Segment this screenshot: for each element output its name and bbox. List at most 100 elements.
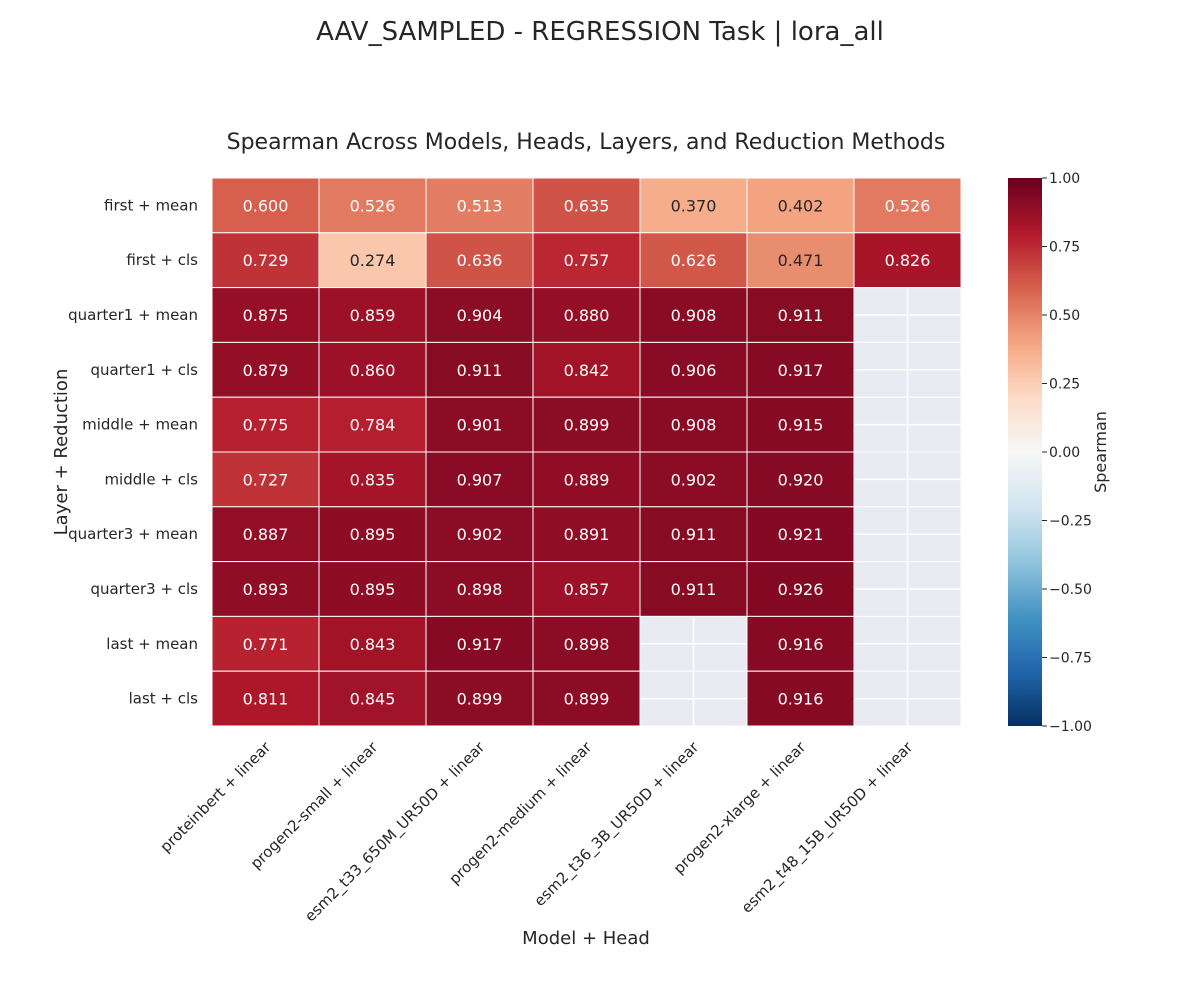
cell-value-label: 0.274 bbox=[350, 251, 396, 270]
cell-value-label: 0.893 bbox=[243, 580, 289, 599]
heatmap-cell bbox=[211, 177, 320, 234]
heatmap-cell bbox=[853, 232, 962, 289]
heatmap-cell bbox=[318, 561, 427, 617]
cell-value-label: 0.915 bbox=[778, 416, 824, 435]
heatmap-cell bbox=[425, 287, 534, 343]
cell-value-label: 0.811 bbox=[243, 690, 289, 709]
y-tick-label: quarter3 + mean bbox=[68, 525, 198, 543]
cell-value-label: 0.626 bbox=[671, 251, 717, 270]
colorbar-tick-label: 0.50 bbox=[1049, 308, 1080, 324]
cell-value-label: 0.911 bbox=[457, 361, 503, 380]
heatmap-cell bbox=[318, 341, 427, 398]
cell-value-label: 0.402 bbox=[778, 196, 824, 215]
cell-value-label: 0.636 bbox=[457, 251, 503, 270]
cell-value-label: 0.843 bbox=[350, 635, 396, 654]
cell-value-label: 0.857 bbox=[564, 580, 610, 599]
cell-value-label: 0.880 bbox=[564, 306, 610, 325]
colorbar-tick-label: 0.25 bbox=[1049, 377, 1080, 393]
cell-value-label: 0.859 bbox=[350, 306, 396, 325]
y-tick-label: quarter1 + cls bbox=[90, 361, 198, 379]
heatmap-cell bbox=[211, 615, 320, 672]
cell-value-label: 0.899 bbox=[564, 416, 610, 435]
y-tick-label: first + cls bbox=[126, 251, 198, 269]
heatmap-cell bbox=[425, 451, 534, 508]
x-tick-label: esm2_t48_15B_UR50D + linear bbox=[738, 738, 918, 918]
heatmap-cell bbox=[746, 396, 855, 453]
cell-value-label: 0.898 bbox=[457, 580, 503, 599]
cell-value-label: 0.907 bbox=[457, 470, 503, 489]
cell-value-label: 0.902 bbox=[671, 470, 717, 489]
heatmap-cell bbox=[746, 341, 855, 398]
heatmap-cell bbox=[639, 232, 748, 289]
heatmap-cell bbox=[639, 561, 748, 617]
cell-value-label: 0.635 bbox=[564, 196, 610, 215]
heatmap-cell bbox=[639, 506, 748, 563]
cell-value-label: 0.526 bbox=[885, 196, 931, 215]
y-tick-label: middle + mean bbox=[82, 416, 198, 434]
cell-value-label: 0.513 bbox=[457, 196, 503, 215]
y-tick-labels: first + mean first + cls quarter1 + mean qu… bbox=[68, 196, 198, 707]
cell-value-label: 0.917 bbox=[778, 361, 824, 380]
cell-value-label: 0.526 bbox=[350, 196, 396, 215]
heatmap-cell bbox=[211, 341, 320, 398]
heatmap-cell bbox=[532, 506, 641, 563]
y-tick-label: last + cls bbox=[129, 690, 199, 708]
cell-value-label: 0.600 bbox=[243, 196, 289, 215]
heatmap-cell bbox=[425, 177, 534, 234]
cell-value-label: 0.921 bbox=[778, 525, 824, 544]
colorbar-tick-label: 0.00 bbox=[1049, 445, 1080, 461]
cell-value-label: 0.860 bbox=[350, 361, 396, 380]
heatmap-cell bbox=[532, 396, 641, 453]
heatmap-cell bbox=[211, 506, 320, 563]
heatmap-cell bbox=[425, 561, 534, 617]
cell-value-label: 0.875 bbox=[243, 306, 289, 325]
colorbar-tick-label: −0.75 bbox=[1049, 651, 1092, 667]
cell-value-label: 0.835 bbox=[350, 470, 396, 489]
heatmap-cell bbox=[425, 341, 534, 398]
heatmap-cell bbox=[639, 287, 748, 343]
heatmap-cell bbox=[425, 232, 534, 289]
heatmap-cell bbox=[318, 506, 427, 563]
heatmap-cell bbox=[639, 341, 748, 398]
figure-suptitle: AAV_SAMPLED - REGRESSION Task | lora_all bbox=[316, 17, 884, 47]
heatmap-cell bbox=[425, 396, 534, 453]
heatmap-cell bbox=[532, 615, 641, 672]
heatmap-cell bbox=[639, 451, 748, 508]
cell-value-label: 0.899 bbox=[457, 690, 503, 709]
cell-value-label: 0.784 bbox=[350, 416, 396, 435]
cell-value-label: 0.727 bbox=[243, 470, 289, 489]
colorbar-tick-label: 1.00 bbox=[1049, 171, 1080, 187]
colorbar-ticks: 1.00 0.75 0.50 0.25 0.00 −0.25 −0.50 −0.75 −1.00 bbox=[1042, 171, 1092, 735]
heatmap-cell bbox=[746, 287, 855, 343]
y-tick-label: last + mean bbox=[106, 635, 198, 653]
cell-value-label: 0.757 bbox=[564, 251, 610, 270]
x-tick-label: esm2_t33_650M_UR50D + linear bbox=[301, 738, 490, 927]
cell-value-label: 0.895 bbox=[350, 580, 396, 599]
cell-value-label: 0.898 bbox=[564, 635, 610, 654]
cell-value-label: 0.911 bbox=[671, 580, 717, 599]
colorbar-tick-label: −0.50 bbox=[1049, 582, 1092, 598]
cell-value-label: 0.370 bbox=[671, 196, 717, 215]
heatmap-cell bbox=[211, 451, 320, 508]
heatmap-cell bbox=[746, 670, 855, 727]
heatmap-cell bbox=[318, 287, 427, 343]
cell-value-label: 0.899 bbox=[564, 690, 610, 709]
cell-value-label: 0.916 bbox=[778, 690, 824, 709]
cell-value-label: 0.891 bbox=[564, 525, 610, 544]
cell-value-label: 0.775 bbox=[243, 416, 289, 435]
y-tick-label: first + mean bbox=[104, 196, 198, 214]
x-tick-label: proteinbert + linear bbox=[156, 738, 274, 856]
heatmap-cell bbox=[318, 615, 427, 672]
heatmap-cell bbox=[746, 561, 855, 617]
heatmap-cell bbox=[211, 232, 320, 289]
cell-value-label: 0.845 bbox=[350, 690, 396, 709]
cell-value-label: 0.908 bbox=[671, 416, 717, 435]
colorbar-label: Spearman bbox=[1091, 411, 1110, 493]
heatmap-cell bbox=[211, 396, 320, 453]
heatmap-cells: 0.600 0.526 0.513 0.635 0.370 0.402 0.526 0.729… bbox=[211, 177, 962, 727]
cell-value-label: 0.879 bbox=[243, 361, 289, 380]
cell-value-label: 0.729 bbox=[243, 251, 289, 270]
chart-title: Spearman Across Models, Heads, Layers, a… bbox=[227, 130, 946, 155]
